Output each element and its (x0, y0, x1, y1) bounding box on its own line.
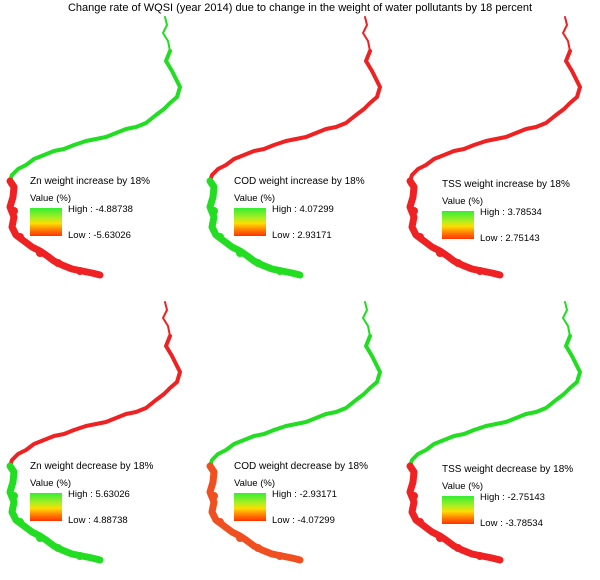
legend-low-value: Low : 4.88738 (68, 515, 128, 526)
river-lobe (54, 544, 62, 552)
legend-title: TSS weight increase by 18% (442, 179, 570, 190)
river-lobe (16, 518, 24, 526)
river-map (206, 16, 382, 279)
river-lobe (276, 267, 284, 275)
river-south-segment (206, 462, 304, 564)
river-lobe (254, 259, 262, 267)
river-lobe (210, 207, 218, 215)
river-lobe (476, 552, 484, 560)
figure-title: Change rate of WQSI (year 2014) due to c… (67, 2, 533, 14)
river-north-segment (208, 49, 382, 183)
river-lobe (36, 249, 44, 257)
map-panel-tss-decrease: TSS weight decrease by 18% Value (%) High … (400, 300, 600, 580)
legend-low-value: Low : -3.78534 (480, 518, 543, 529)
river-lobe (10, 207, 18, 215)
legend-high-value: High : 5.63026 (68, 489, 130, 500)
legend-low-value: Low : -5.63026 (68, 230, 131, 241)
river-map (6, 301, 182, 564)
river-lobe (236, 534, 244, 542)
river-lobe (276, 552, 284, 560)
river-map (6, 16, 182, 279)
map-panel-cod-decrease: COD weight decrease by 18% Value (%) High … (200, 300, 400, 580)
river-north-segment (408, 49, 582, 183)
river-south-segment (406, 462, 504, 564)
river-upstream-segment (362, 301, 371, 337)
legend-high-value: High : 3.78534 (480, 207, 542, 218)
river-north-segment (8, 334, 182, 468)
river-south-segment (406, 177, 504, 279)
river-lobe (54, 259, 62, 267)
legend-color-ramp (30, 208, 62, 236)
legend-high-value: High : -2.75143 (480, 492, 545, 503)
river-lobe (210, 492, 218, 500)
river-lobe (10, 492, 18, 500)
river-upstream-segment (362, 16, 371, 52)
legend-color-ramp (442, 496, 474, 524)
river-upstream-segment (562, 16, 571, 52)
map-panel-zn-increase: Zn weight increase by 18% Value (%) High :… (0, 15, 200, 295)
river-map (206, 301, 382, 564)
legend-high-value: High : -4.88738 (68, 204, 133, 215)
river-lobe (76, 552, 84, 560)
legend-high-value: High : -2.93171 (272, 489, 337, 500)
river-map (406, 301, 582, 564)
river-lobe (76, 267, 84, 275)
legend-color-ramp (234, 208, 266, 236)
river-north-segment (408, 334, 582, 468)
river-north-segment (208, 334, 382, 468)
legend-low-value: Low : -4.07299 (272, 515, 335, 526)
legend-title: Zn weight increase by 18% (30, 176, 151, 187)
legend-color-ramp (234, 493, 266, 521)
river-lobe (410, 207, 418, 215)
river-upstream-segment (162, 16, 171, 52)
river-lobe (436, 534, 444, 542)
legend-value-label: Value (%) (442, 481, 484, 492)
river-lobe (416, 233, 424, 241)
legend-value-label: Value (%) (234, 193, 276, 204)
river-south-segment (206, 177, 304, 279)
legend-high-value: High : 4.07299 (272, 204, 334, 215)
river-lobe (410, 492, 418, 500)
river-south-segment (6, 462, 104, 564)
legend-title: COD weight decrease by 18% (234, 461, 368, 472)
river-lobe (216, 233, 224, 241)
legend-value-label: Value (%) (442, 196, 484, 207)
legend-color-ramp (30, 493, 62, 521)
map-panel-cod-increase: COD weight increase by 18% Value (%) High … (200, 15, 400, 295)
legend-value-label: Value (%) (234, 478, 276, 489)
river-lobe (16, 233, 24, 241)
river-lobe (454, 259, 462, 267)
river-south-segment (6, 177, 104, 279)
river-lobe (216, 518, 224, 526)
river-lobe (236, 249, 244, 257)
legend-low-value: Low : 2.93171 (272, 230, 332, 241)
river-lobe (36, 534, 44, 542)
river-lobe (416, 518, 424, 526)
map-panel-zn-decrease: Zn weight decrease by 18% Value (%) High :… (0, 300, 200, 580)
river-north-segment (8, 49, 182, 183)
legend-title: TSS weight decrease by 18% (442, 464, 574, 475)
map-panel-tss-increase: TSS weight increase by 18% Value (%) High … (400, 15, 600, 295)
legend-value-label: Value (%) (30, 478, 72, 489)
legend-color-ramp (442, 211, 474, 239)
river-lobe (454, 544, 462, 552)
river-lobe (254, 544, 262, 552)
river-upstream-segment (162, 301, 171, 337)
river-upstream-segment (562, 301, 571, 337)
river-lobe (476, 267, 484, 275)
legend-value-label: Value (%) (30, 193, 72, 204)
river-lobe (436, 249, 444, 257)
legend-low-value: Low : 2.75143 (480, 233, 540, 244)
legend-title: COD weight increase by 18% (234, 176, 365, 187)
legend-title: Zn weight decrease by 18% (30, 461, 154, 472)
river-map (406, 16, 582, 279)
